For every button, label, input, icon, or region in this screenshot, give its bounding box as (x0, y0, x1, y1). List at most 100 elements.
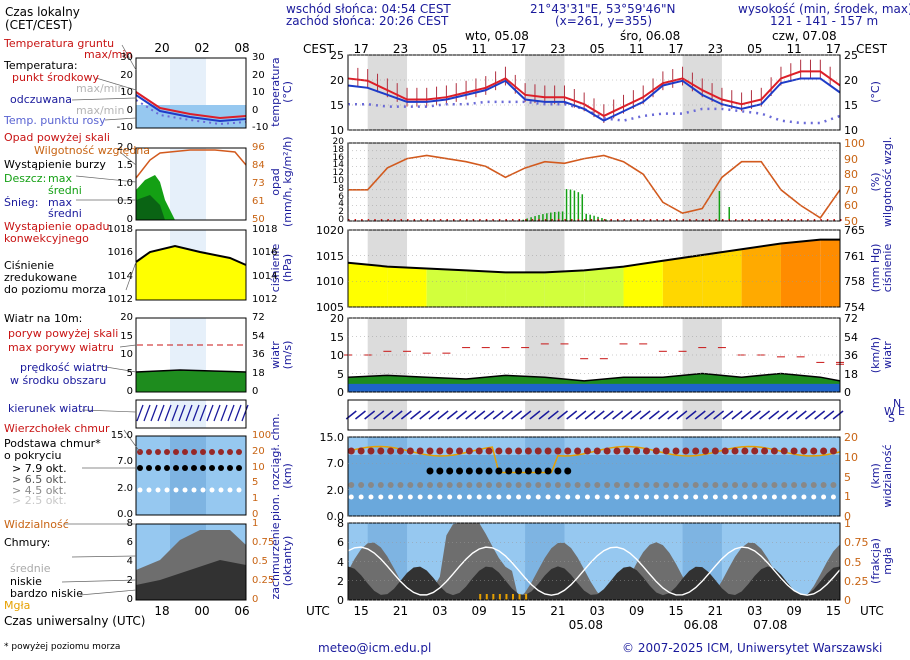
precip-occur-mark (761, 219, 763, 221)
precip-occur-mark (518, 219, 521, 221)
legend-hour-top: 08 (234, 41, 250, 55)
leg-cloud-base-dot (173, 487, 179, 493)
legend-cl-low: niskie (10, 575, 42, 588)
cloud-base-dot (524, 467, 532, 475)
legend-precip-occur-2: konwekcyjnego (4, 232, 89, 245)
day-label-2: śro, 06.08 (620, 29, 681, 43)
cloud-base-dot (633, 482, 640, 488)
cloud-base-dot (367, 482, 374, 488)
cest-hour-label: 17 (510, 42, 527, 56)
leg-cloud-tick-right: 0 (252, 509, 259, 520)
compass-s: S (888, 412, 895, 425)
cloud-base-dot (762, 494, 768, 500)
cloud-base-dot (555, 494, 561, 500)
cloud-base-dot (663, 494, 669, 500)
footer-email[interactable]: meteo@icm.edu.pl (318, 641, 432, 655)
rain-bar (581, 194, 584, 221)
leg-wind-tick-right: 54 (252, 330, 265, 342)
cloud-base-dot (653, 494, 659, 500)
precip-occur-mark (754, 219, 757, 221)
cloud-base-dot (732, 494, 738, 500)
tick-right-temp: 25 (844, 49, 858, 62)
wind-arrow (722, 410, 734, 420)
leg-cloud-base-dot (218, 465, 224, 471)
utc-hour-label: 09 (471, 604, 487, 618)
cloud-base-dot (742, 494, 748, 500)
cloud-top-dot (702, 447, 710, 455)
leg-cover-vlow (136, 560, 246, 600)
leg-cloud-tick-left: 7.0 (117, 456, 133, 468)
leg-cover-tick-right: 0.75 (252, 537, 275, 548)
tick-left-pres: 1010 (316, 275, 344, 289)
cloud-base-dot (791, 494, 797, 500)
leg-cloud-tick-left: 2.0 (117, 482, 133, 494)
legend-snow-mean: średni (48, 207, 82, 220)
leg-prec-night (170, 148, 206, 220)
leg-wind-tick-right: 0 (252, 386, 259, 397)
wind-arrow (602, 410, 614, 420)
cloud-base-dot (446, 467, 454, 475)
cest-hour-label: 23 (550, 42, 566, 56)
cloud-base-dot (811, 494, 817, 500)
fog-bar (498, 594, 501, 600)
legend-leader (99, 365, 137, 373)
cloud-top-dot (485, 447, 493, 455)
cloud-base-dot (801, 494, 807, 500)
utc-hour-label: 21 (707, 604, 723, 618)
cloud-top-dot (574, 447, 582, 455)
cloud-base-dot (368, 494, 374, 500)
legend-hour-bottom: 06 (234, 604, 250, 618)
cloud-base-dot (565, 494, 571, 500)
cloud-top-dot (367, 447, 375, 455)
precip-occur-mark (728, 219, 730, 221)
cloud-top-dot (446, 447, 454, 455)
cloud-base-dot (821, 494, 827, 500)
cest-hour-label: 17 (825, 42, 842, 56)
wind-arrow (676, 410, 688, 420)
leg-cloud-base-dot (236, 487, 242, 493)
cloud-base-dot (457, 494, 463, 500)
cloud-high-line (347, 546, 841, 596)
cloud-base-dot (623, 482, 630, 488)
cloud-base-dot (465, 467, 473, 475)
precip-occur-mark (544, 219, 547, 221)
legend-rain-max: max (48, 172, 72, 185)
cloud-top-dot (426, 447, 434, 455)
legend-precip-over: Opad powyżej skali (4, 131, 110, 144)
legend-cl-vlow: bardzo niskie (10, 587, 83, 600)
cloud-top-dot (436, 447, 444, 455)
leg-cloud-tick-right: 5 (252, 477, 259, 489)
cloud-base-dot (535, 494, 541, 500)
legend-local-time-unit: (CET/CEST) (5, 18, 73, 32)
cloud-top-dot (554, 447, 562, 455)
cloud-base-dot (683, 494, 689, 500)
cloud-base-dot (348, 482, 355, 488)
tick-right-pres: 754 (844, 301, 865, 314)
cloud-base-dot (761, 482, 768, 488)
legend-leader (75, 175, 137, 183)
cloud-top-dot (564, 447, 572, 455)
precip-occur-mark (512, 219, 514, 221)
wind-arrow (648, 410, 660, 420)
leg-temp-tick-right: 0 (252, 104, 259, 116)
rain-bar (550, 212, 552, 221)
cloud-base-dot (574, 482, 581, 488)
tick-right-cover: 0.5 (844, 555, 862, 569)
wind-line (347, 372, 841, 382)
day-label-3: czw, 07.08 (772, 29, 837, 43)
precip-occur-mark (400, 219, 402, 221)
cloud-base-dot (475, 467, 483, 475)
day-label-1: wto, 05.08 (465, 29, 529, 43)
cloud-base-dot (702, 482, 709, 488)
tick-left-prec: 14 (332, 160, 344, 171)
humidity-line (348, 154, 841, 219)
cloud-base-dot (791, 482, 798, 488)
wind-arrow (832, 410, 844, 420)
leg-cloud-tick-left: 0.0 (117, 509, 133, 520)
precip-occur-mark (623, 219, 626, 221)
tick-right-cloud: 20 (844, 431, 858, 444)
tick-left-cover: 0 (337, 594, 344, 607)
panel-bg-wdir (348, 400, 840, 430)
tick-right-cover: 0 (844, 594, 851, 607)
cloud-base-dot (485, 467, 493, 475)
